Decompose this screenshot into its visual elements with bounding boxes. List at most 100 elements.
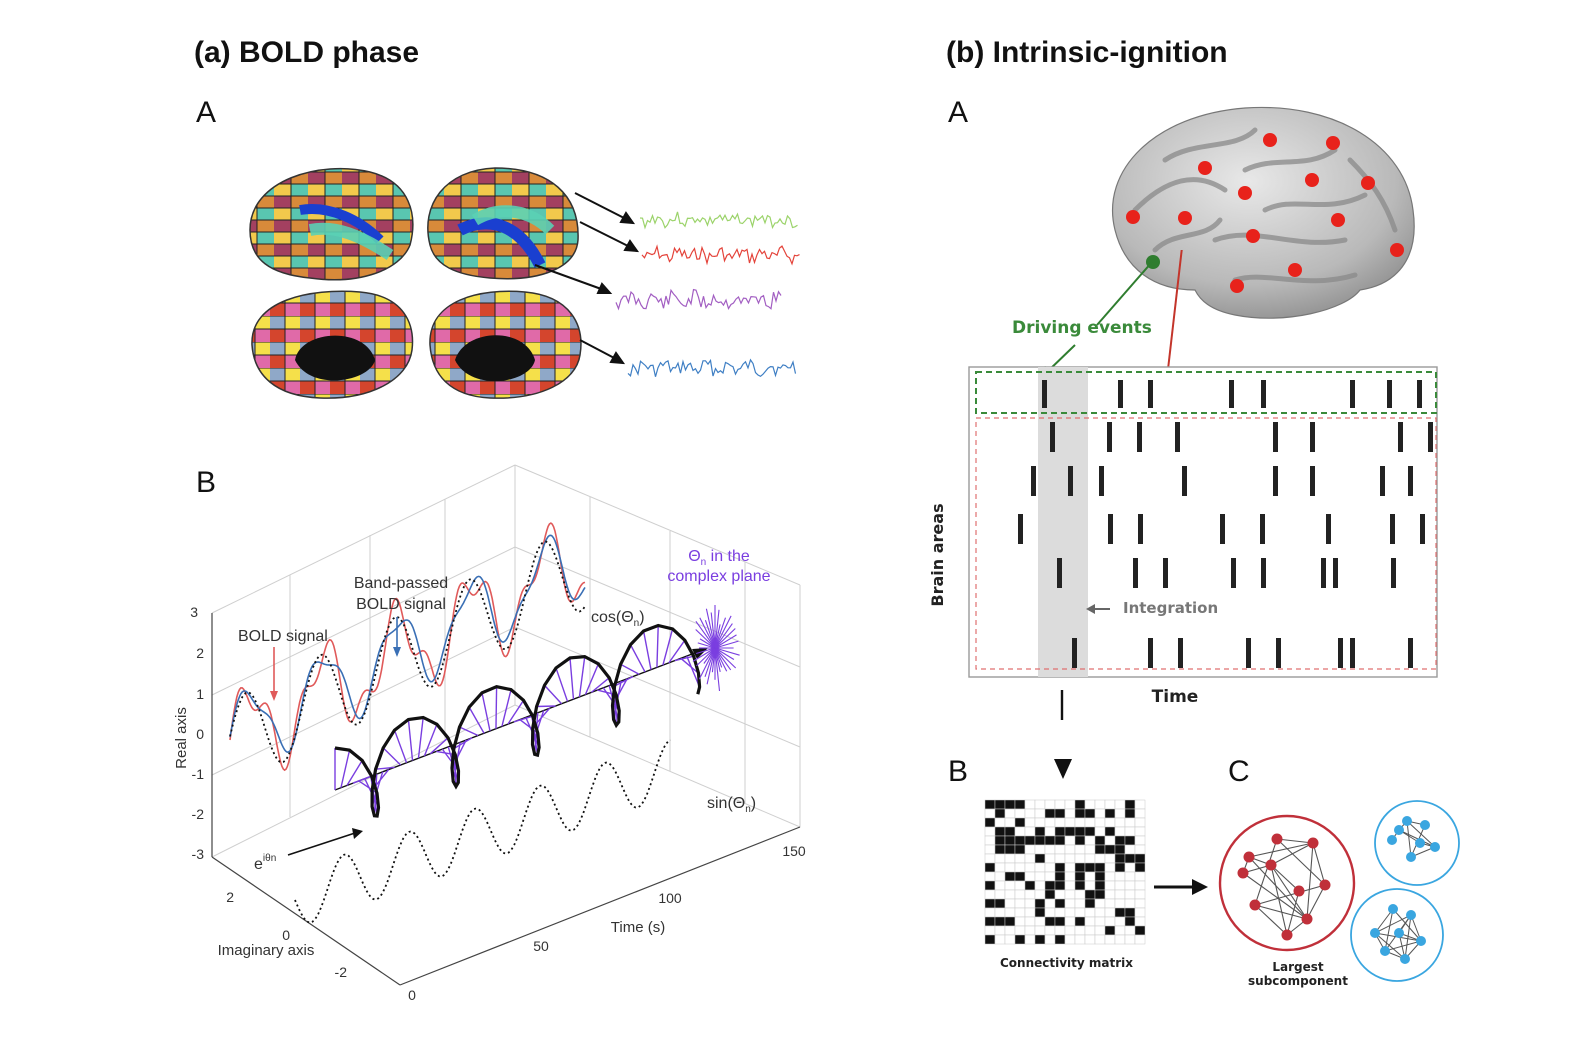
phase-vector: [429, 737, 449, 755]
phase-vectors: [334, 625, 701, 817]
matrix-cell: [1104, 835, 1116, 846]
matrix-cell: [1074, 925, 1086, 936]
blue-network-2: [1370, 904, 1426, 964]
network-node: [1415, 838, 1425, 848]
matrix-cell: [1054, 907, 1066, 918]
matrix-cell: [1014, 799, 1026, 810]
matrix-cell: [1124, 808, 1136, 819]
phase-vector: [375, 766, 395, 770]
plot-box: [211, 464, 801, 858]
matrix-cell: [1024, 880, 1036, 891]
spike: [1350, 380, 1355, 408]
matrix-cell: [1064, 853, 1076, 864]
matrix-cell: [1024, 862, 1036, 873]
spike: [1261, 380, 1266, 408]
matrix-cell: [1134, 889, 1146, 900]
spike: [1108, 514, 1113, 544]
ann-exp: eiθn: [254, 853, 276, 873]
matrix-cell: [1124, 889, 1136, 900]
spike: [1178, 638, 1183, 668]
matrix-cell: [1064, 862, 1076, 873]
matrix-cell: [1054, 889, 1066, 900]
matrix-cell: [1054, 817, 1066, 828]
ann-exp-arrow: [287, 832, 356, 856]
matrix-cell: [984, 907, 996, 918]
brain-lateral-left: [249, 167, 414, 281]
matrix-cell: [1094, 853, 1106, 864]
spike: [1099, 466, 1104, 496]
imag-tick: -2: [335, 964, 348, 980]
matrix-cell: [1134, 808, 1146, 819]
matrix-cell: [1104, 862, 1116, 873]
matrix-cell: [1004, 916, 1016, 927]
time-tick: 100: [658, 890, 682, 906]
matrix-cell: [1034, 916, 1046, 927]
starburst-ray: [714, 623, 733, 649]
network-node: [1293, 885, 1305, 897]
network-edge: [1242, 872, 1308, 920]
spike: [1260, 514, 1265, 544]
network-node: [1388, 904, 1398, 914]
network-node: [1301, 913, 1313, 925]
starburst-ray: [714, 647, 732, 671]
matrix-cell: [1054, 880, 1066, 891]
matrix-cell: [1004, 934, 1016, 945]
down-arrowhead: [1054, 759, 1072, 779]
network-edge: [1248, 856, 1308, 920]
largest-label-line2: subcomponent: [1248, 974, 1348, 988]
spike: [1380, 466, 1385, 496]
matrix-cell: [1094, 826, 1106, 837]
network-node: [1420, 820, 1430, 830]
phase-vector: [495, 686, 498, 729]
matrix-cell: [1094, 934, 1106, 945]
matrix-cell: [1134, 925, 1146, 936]
matrix-cell: [1094, 889, 1106, 900]
imag-axis-label: Imaginary axis: [218, 942, 315, 959]
starburst-ray: [714, 647, 735, 660]
matrix-cell: [1044, 871, 1056, 882]
panel-a-title: (a) BOLD phase: [194, 36, 420, 69]
panel-b-sub-b: B: [948, 755, 969, 788]
matrix-cell: [1054, 862, 1066, 873]
panel-b-title: (b) Intrinsic-ignition: [946, 36, 1228, 69]
phase-vector: [680, 657, 699, 674]
phase-vector: [453, 737, 473, 750]
matrix-cell: [1004, 925, 1016, 936]
matrix-cell: [1024, 853, 1036, 864]
matrix-cell: [1024, 808, 1036, 819]
matrix-cell: [1044, 880, 1056, 891]
matrix-cell: [1014, 934, 1026, 945]
matrix-cell: [1114, 880, 1126, 891]
matrix-cell: [1094, 799, 1106, 810]
matrix-cell: [1064, 835, 1076, 846]
network-node: [1380, 946, 1390, 956]
matrix-cell: [994, 826, 1006, 837]
signal-blue: [627, 358, 797, 378]
spike: [1107, 422, 1112, 452]
matrix-cell: [1024, 907, 1036, 918]
phase-vector: [614, 675, 634, 687]
connectivity-matrix: [984, 799, 1146, 945]
matrix-cell: [1124, 871, 1136, 882]
matrix-cell: [1004, 835, 1016, 846]
matrix-cell: [994, 934, 1006, 945]
matrix-cell: [1124, 916, 1136, 927]
matrix-cell: [1124, 862, 1136, 873]
matrix-cell: [1054, 916, 1066, 927]
driving-events-label: Driving events: [1012, 318, 1152, 338]
matrix-cell: [1004, 799, 1016, 810]
spike: [1390, 514, 1395, 544]
matrix-cell: [984, 853, 996, 864]
matrix-cell: [994, 835, 1006, 846]
phase-vector: [555, 667, 569, 702]
matrix-cell: [1004, 871, 1016, 882]
y-axis-label: Real axis: [173, 707, 190, 769]
spike: [1031, 466, 1036, 496]
network-edge: [1276, 838, 1326, 886]
phase-vector: [569, 657, 575, 700]
matrix-cell: [1034, 826, 1046, 837]
spike: [1137, 422, 1142, 452]
matrix-cell: [1064, 826, 1076, 837]
phase-vector: [423, 724, 438, 757]
matrix-cell: [1134, 844, 1146, 855]
